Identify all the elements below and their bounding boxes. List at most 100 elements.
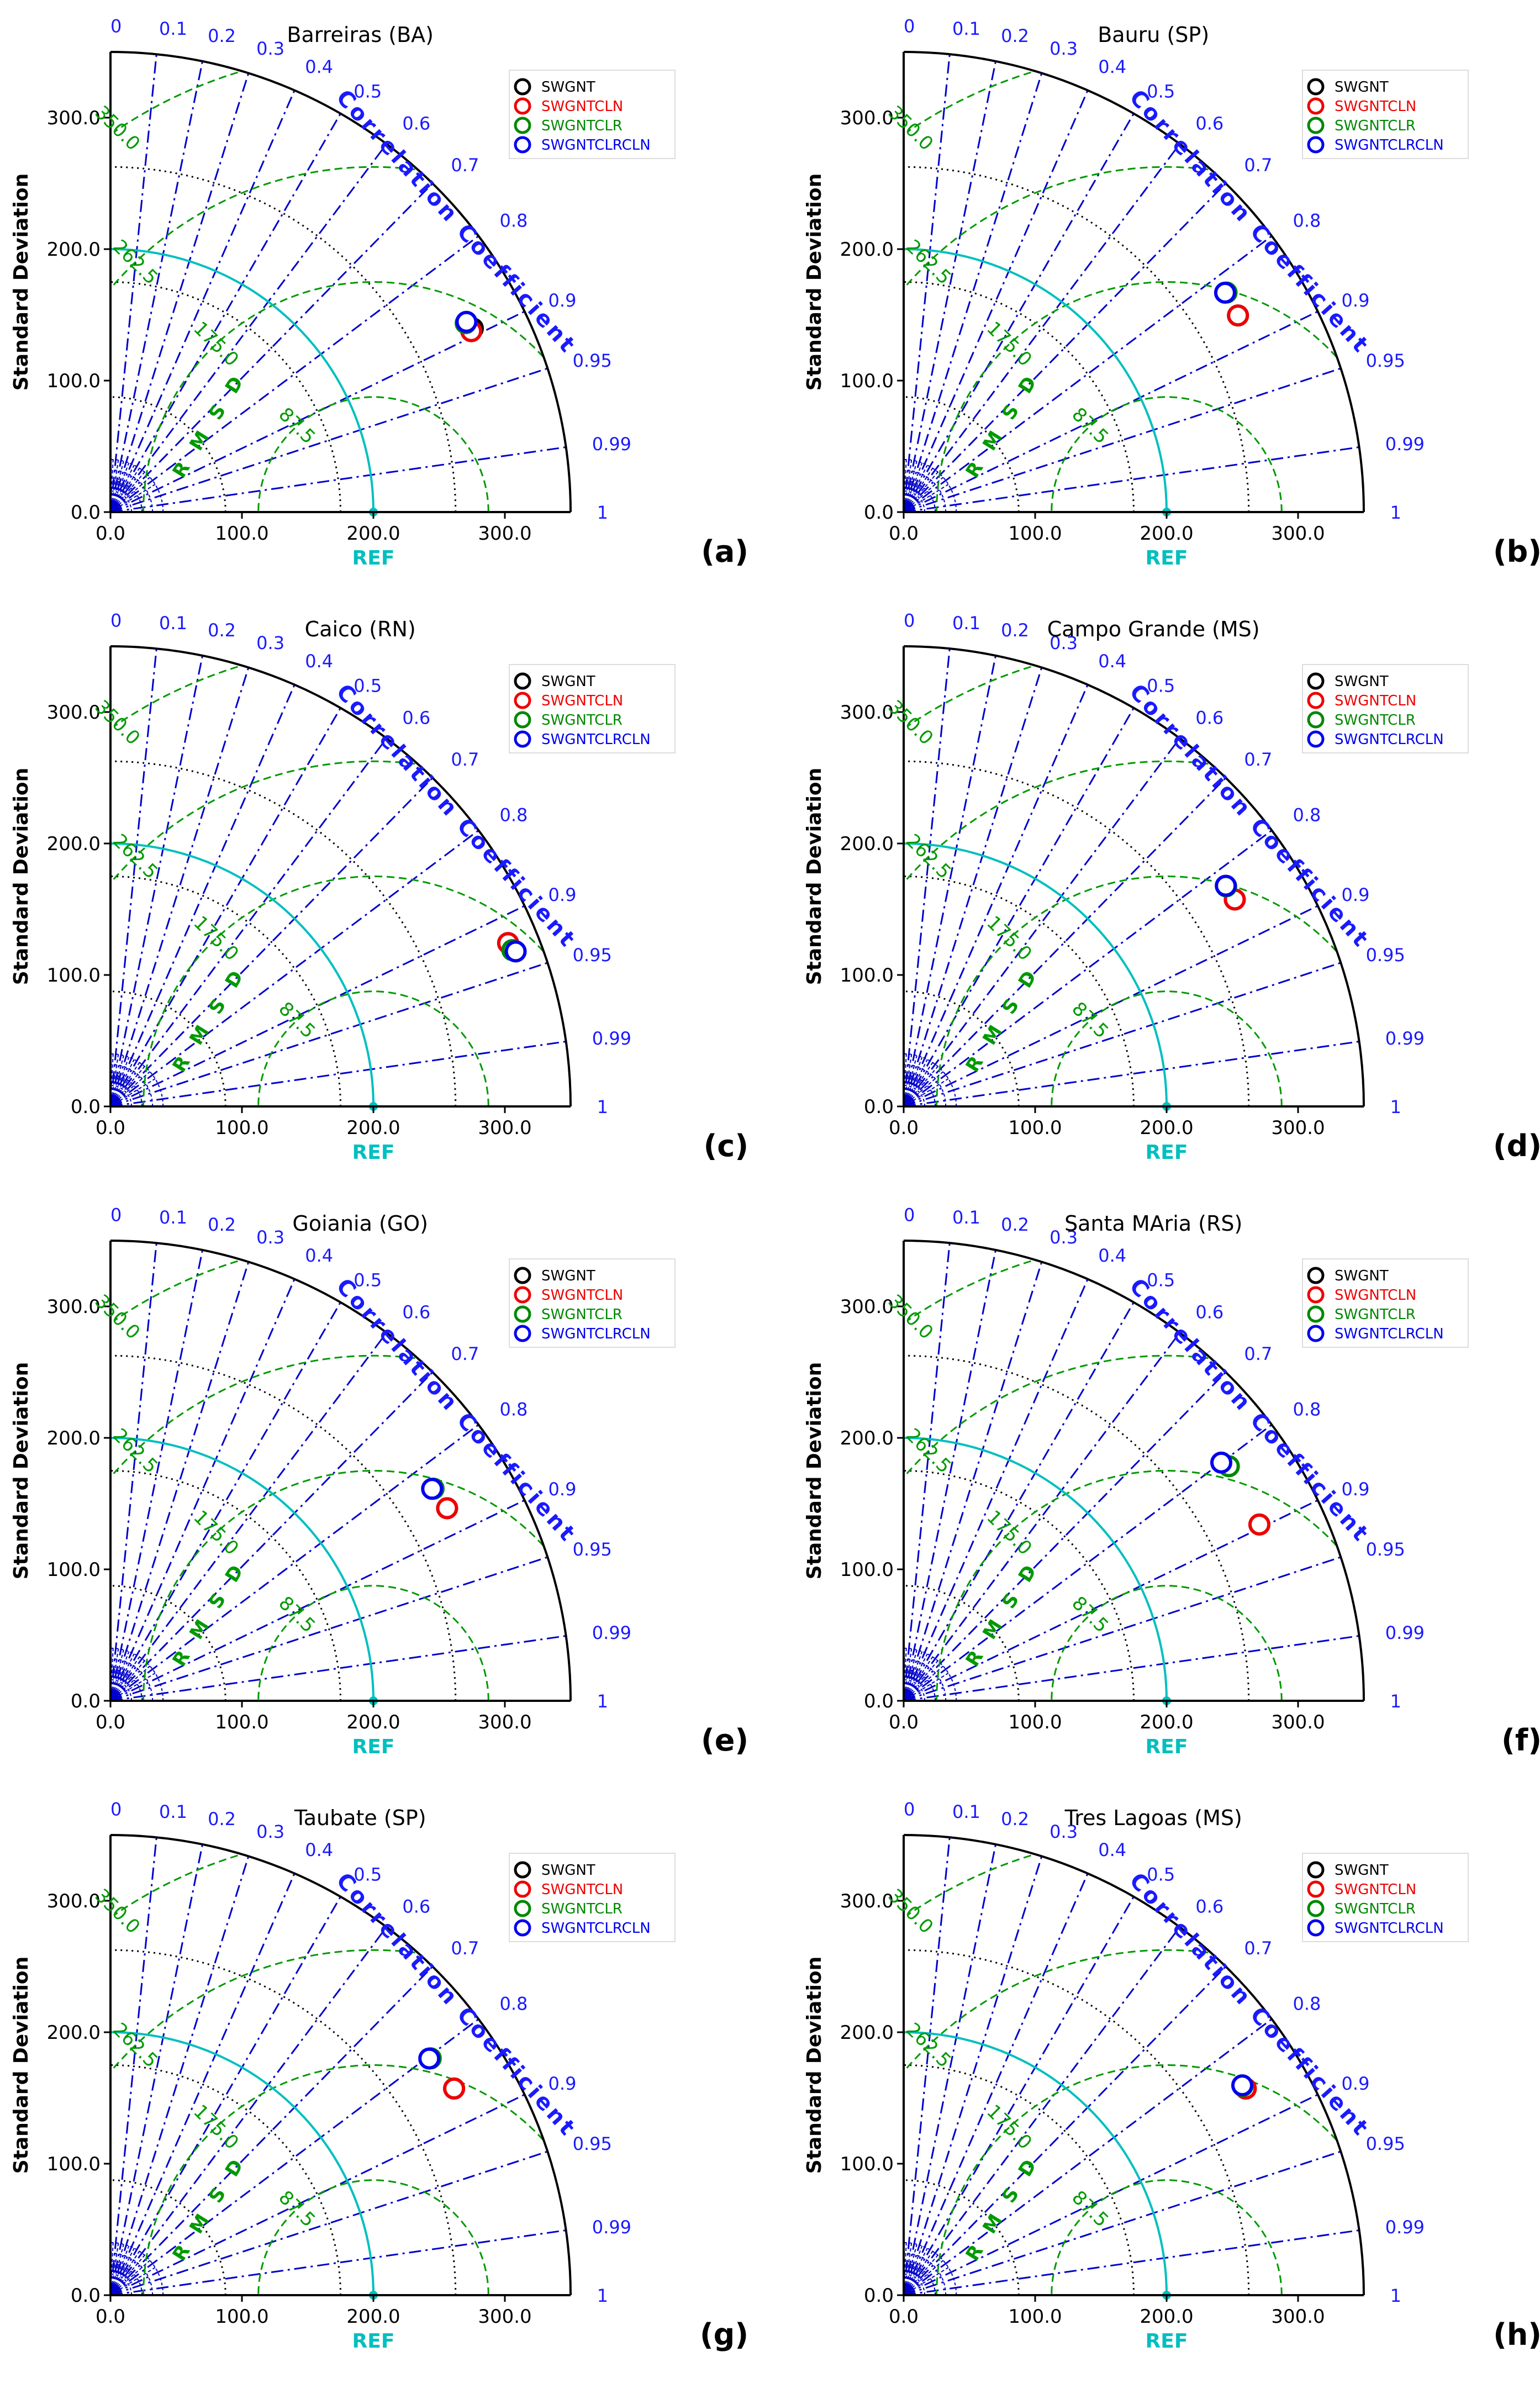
panel-label: (e) [701,1723,748,1758]
correlation-tick-label: 0.4 [305,651,333,672]
correlation-tick-label: 0.9 [549,884,577,905]
correlation-tick-label: 0.1 [952,613,980,634]
legend-entry: SWGNTCLRCLN [541,137,651,154]
correlation-line [109,707,341,1107]
correlation-line [110,905,525,1108]
rmsd-arc [143,281,544,512]
std-dotted-arc [903,1585,1020,1701]
y-tick-label: 300.0 [840,1296,894,1318]
correlation-line [110,1556,548,1702]
legend-marker [514,1880,531,1898]
correlation-tick-label: 0 [110,1204,122,1225]
correlation-minor-line [110,1078,156,1107]
legend-box [509,1853,676,1942]
correlation-line [903,1844,997,2296]
correlation-line [110,1041,566,1108]
correlation-line [110,1635,566,1702]
correlation-minor-line [903,1055,917,1107]
outer-arc [110,645,572,1107]
correlation-tick-label: 0 [110,15,122,36]
correlation-tick-label: 0.5 [1147,1269,1175,1290]
correlation-minor-line [110,2250,140,2296]
correlation-tick-label: 0.2 [1001,1214,1029,1235]
legend-entry: SWGNT [541,1862,595,1879]
legend-marker [1307,1305,1325,1323]
correlation-line [903,649,951,1107]
y-tick-label: 100.0 [840,370,894,392]
correlation-minor-line [903,2250,934,2296]
outer-arc [903,645,1365,1107]
legend-entry: SWGNTCLRCLN [1335,1326,1444,1342]
x-tick-label: 200.0 [1140,523,1193,545]
correlation-line [109,54,157,513]
legend-entry: SWGNTCLN [541,693,623,709]
correlation-tick-label: 0.6 [402,1302,430,1323]
correlation-tick-label: 0 [110,1799,122,1820]
y-tick-label: 100.0 [47,370,101,392]
legend-marker [1307,692,1325,709]
correlation-tick-label: 0.6 [402,113,430,134]
correlation-tick-label: 0.4 [1098,56,1126,77]
origin-arc [110,500,122,513]
x-tick-label: 0.0 [889,1117,919,1139]
rmsd-tick-label: 87.5 [1067,403,1112,449]
x-axis-label: REF [1146,1736,1188,1758]
x-tick-label: 300.0 [1271,523,1325,545]
legend-entry: SWGNT [1335,1862,1389,1879]
origin-arc [110,1647,164,1701]
correlation-minor-line [110,2255,145,2296]
correlation-minor-line [110,1648,119,1701]
correlation-tick-label: 0.8 [499,1399,528,1420]
correlation-tick-label: 0.7 [451,155,479,176]
correlation-tick-label: 0.2 [208,620,236,641]
rmsd-tick-label: 87.5 [274,1592,319,1637]
y-axis-label: Standard Deviation [803,173,826,391]
taylor-panel: 0.00.0 100.0 100.0 200.0 200.0 300.0 300.0 0 0.1… [10,1204,748,1758]
x-tick-label: 200.0 [346,523,400,545]
legend-entry: SWGNTCLR [541,712,623,729]
y-tick-label: 200.0 [47,239,101,261]
correlation-minor-line [903,1059,928,1107]
legend-marker [1307,1919,1325,1937]
std-dotted-arc [110,760,457,1107]
origin-arc [903,458,957,513]
legend-entry: SWGNTCLRCLN [541,1326,651,1342]
correlation-line [109,1896,341,2296]
correlation-line [903,235,1273,513]
correlation-line [903,183,1227,513]
reference-std-arc [903,1437,1168,1701]
correlation-minor-line [110,461,124,513]
correlation-line [109,655,204,1107]
correlation-tick-label: 0 [904,610,915,631]
legend-marker [1307,97,1325,115]
chart-title: Barreiras (BA) [287,23,434,47]
correlation-tick-label: 0.7 [451,1343,479,1364]
x-axis-label: REF [1146,2330,1188,2353]
correlation-tick-label: 0.5 [354,1269,382,1290]
rmsd-arc [143,1470,544,1701]
x-axis-label: REF [1146,547,1188,570]
x-tick-label: 100.0 [215,1711,268,1733]
taylor-panel: 0.00.0 100.0 100.0 200.0 200.0 300.0 300.0 0 0.1… [10,610,748,1164]
origin-arc [110,458,164,513]
legend-marker [514,97,531,115]
legend-box [1302,70,1469,159]
correlation-tick-label: 0.5 [354,675,382,696]
legend-box [1302,664,1469,753]
correlation-tick-label: 0.6 [1195,708,1223,729]
legend-marker [514,1861,531,1879]
origin-arc [110,1074,143,1107]
correlation-tick-label: 0.1 [159,18,187,39]
rmsd-arc [111,1949,415,2070]
reference-std-arc [110,248,375,513]
correlation-minor-line [110,1057,130,1107]
x-tick-label: 100.0 [215,2306,268,2328]
correlation-tick-label: 0.7 [1244,749,1272,770]
rmsd-tick-label: 87.5 [274,403,319,449]
correlation-tick-label: 0.4 [305,56,333,77]
correlation-tick-label: 1 [597,2285,608,2306]
legend-marker [514,1919,531,1937]
correlation-line [110,2094,525,2296]
legend-entry: SWGNT [541,79,595,96]
